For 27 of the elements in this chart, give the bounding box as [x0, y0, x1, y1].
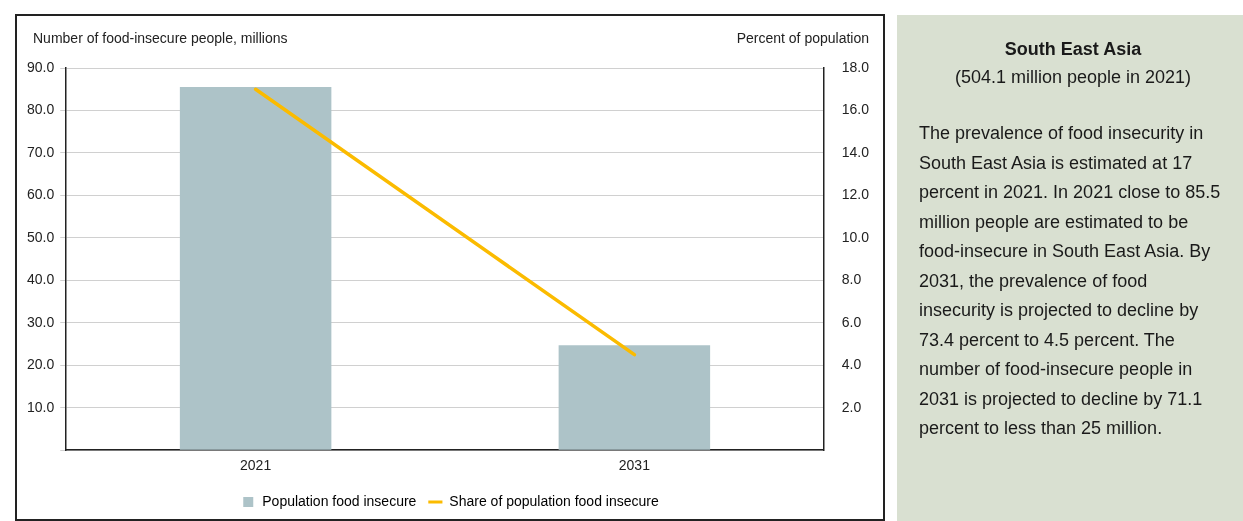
y-tick-label: 30.0: [27, 313, 55, 330]
y-tick-label: 60.0: [27, 186, 55, 203]
text: (504.1 million people in 2021): [953, 66, 1193, 89]
y-tick-label: 80.0: [27, 101, 55, 118]
y2-tick-label: 2.0: [841, 398, 862, 415]
y2-tick-label: 8.0: [841, 271, 862, 288]
y2-tick-label: 18.0: [841, 58, 870, 75]
y2-tick-label: 6.0: [841, 313, 862, 330]
y-tick-label: 70.0: [27, 143, 55, 160]
x-tick-label: 2031: [618, 457, 651, 474]
legend-label: Share of population food insecure: [449, 492, 659, 509]
text: The prevalence of food insecurity in South East Asia is estimated at 17 percent in 2021. In 2021 close to 85.5 million people are estimated to be food-insecure in South East Asia. By 2031, the prevalence of food insecurity is projected to decline by 73.4 percent to 4.5 percent. The number of food-insecure people in 2031 is projected to decline by 71.1 percent to less than 25 million.: [919, 123, 1221, 438]
y-tick-label: 10.0: [27, 398, 55, 415]
text: South East Asia: [1003, 38, 1143, 61]
y2-axis-title: Percent of population: [736, 30, 869, 46]
y-axis-title: Number of food-insecure people, millions: [33, 30, 288, 46]
legend-label: Population food insecure: [262, 492, 417, 509]
y2-tick-label: 10.0: [841, 228, 870, 245]
y-tick-label: 90.0: [27, 58, 55, 75]
y2-tick-label: 4.0: [841, 356, 862, 373]
y2-tick-label: 14.0: [841, 143, 870, 160]
y-tick-label: 50.0: [27, 228, 55, 245]
y-tick-label: 40.0: [27, 271, 55, 288]
y2-tick-label: 16.0: [841, 101, 870, 118]
y2-tick-label: 12.0: [841, 186, 870, 203]
x-tick-label: 2021: [240, 457, 272, 474]
y-tick-label: 20.0: [27, 356, 55, 373]
